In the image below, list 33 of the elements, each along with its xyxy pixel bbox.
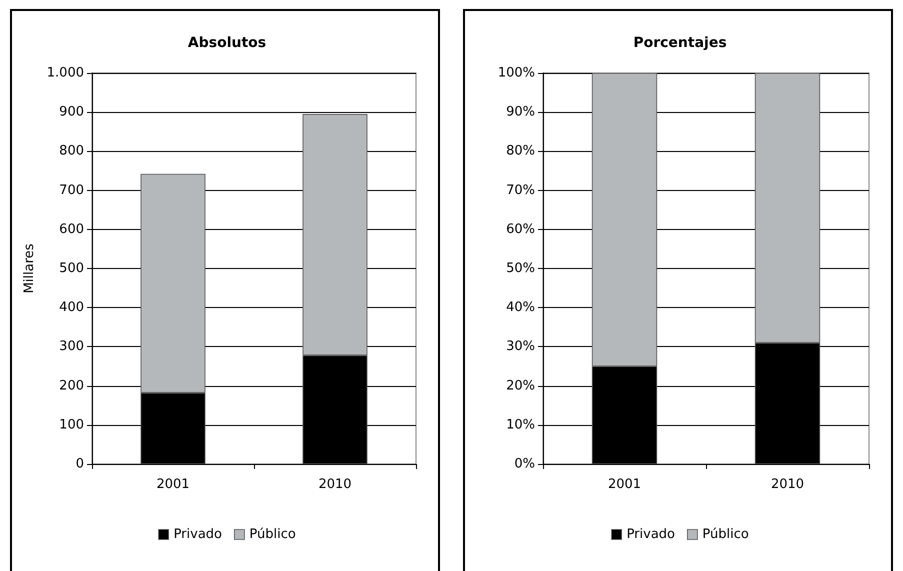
x-tick-label: 2010 — [770, 477, 804, 492]
y-tick-label: 200 — [59, 378, 84, 394]
chart-title: Absolutos — [188, 35, 266, 51]
y-tick-label: 500 — [59, 261, 84, 276]
y-tick-label: 80% — [506, 144, 535, 159]
x-tick-label: 2010 — [318, 477, 352, 492]
y-tick-label: 0 — [76, 456, 84, 472]
legend-label: Público — [702, 527, 749, 542]
legend-label: Privado — [174, 527, 222, 542]
y-tick-label: 100 — [59, 417, 84, 432]
y-axis-title: Millares — [22, 243, 37, 294]
y-tick-label: 20% — [506, 378, 535, 394]
y-tick-label: 300 — [59, 339, 84, 354]
y-tick-label: 0% — [514, 456, 535, 472]
y-tick-label: 10% — [506, 417, 535, 432]
y-tick-label: 60% — [506, 222, 535, 237]
y-tick-label: 50% — [506, 261, 535, 276]
y-tick-label: 400 — [59, 300, 84, 316]
y-tick-label: 90% — [506, 104, 535, 120]
y-tick-label: 1.000 — [46, 66, 84, 80]
y-tick-label: 900 — [59, 104, 84, 120]
y-tick-label: 40% — [506, 300, 535, 316]
y-tick-label: 800 — [59, 144, 84, 159]
y-tick-label: 100% — [498, 66, 535, 80]
legend-label: Público — [249, 527, 296, 542]
chart-title: Porcentajes — [633, 35, 727, 51]
y-tick-label: 30% — [506, 339, 535, 354]
x-tick-label: 2001 — [156, 477, 190, 492]
legend-label: Privado — [626, 527, 676, 542]
y-tick-label: 70% — [506, 182, 535, 198]
y-tick-label: 700 — [59, 182, 84, 198]
x-tick-label: 2001 — [608, 477, 642, 492]
y-tick-label: 600 — [59, 222, 84, 237]
